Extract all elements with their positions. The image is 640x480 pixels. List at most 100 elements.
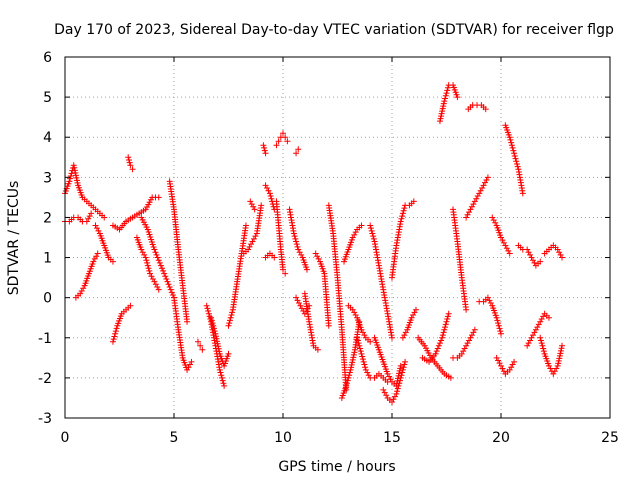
data-point	[361, 332, 368, 339]
data-point	[345, 374, 352, 381]
series-arc-50	[524, 310, 552, 349]
data-point	[78, 287, 85, 294]
data-point	[358, 350, 365, 357]
series-arc-10	[166, 178, 191, 325]
data-point	[169, 291, 176, 298]
data-point	[458, 350, 465, 357]
series-arc-24	[286, 206, 310, 273]
data-point	[506, 250, 513, 257]
data-point	[197, 342, 204, 349]
series-arc-12	[194, 338, 206, 353]
series-arc-41	[450, 206, 470, 313]
data-point	[358, 222, 365, 229]
data-point	[482, 106, 489, 113]
data-point	[312, 250, 319, 257]
data-point	[498, 330, 504, 337]
series-arc-22	[273, 130, 291, 149]
data-point	[303, 266, 310, 273]
data-point	[66, 178, 73, 185]
data-point	[365, 372, 372, 379]
data-point	[400, 207, 407, 214]
data-point	[146, 231, 153, 238]
data-point	[439, 332, 446, 339]
y-tick-label: -2	[38, 371, 52, 387]
data-point	[268, 195, 275, 202]
data-point	[221, 382, 228, 389]
data-point	[125, 154, 132, 161]
x-tick-label: 15	[383, 430, 401, 446]
data-point	[394, 385, 401, 392]
data-point	[90, 258, 97, 265]
data-point	[265, 187, 272, 194]
data-point	[357, 348, 364, 355]
data-point	[443, 90, 450, 97]
data-point	[205, 308, 212, 315]
data-point	[295, 246, 302, 253]
series-arc-47	[502, 122, 526, 197]
data-point	[248, 201, 255, 208]
data-point	[271, 254, 278, 261]
data-point	[495, 320, 502, 327]
data-point	[149, 275, 156, 282]
data-point	[442, 95, 449, 102]
data-point	[531, 329, 538, 336]
series-arc-31	[354, 334, 391, 385]
data-point	[315, 255, 322, 262]
data-point	[214, 338, 221, 345]
data-point	[442, 324, 449, 331]
data-point	[112, 328, 119, 335]
series-arc-05	[109, 302, 134, 345]
data-point	[347, 366, 354, 373]
data-point	[539, 342, 546, 349]
series-arc-08	[138, 214, 177, 301]
data-point	[486, 297, 493, 304]
data-point	[527, 337, 534, 344]
data-point	[358, 326, 365, 333]
x-tick-label: 5	[170, 430, 179, 446]
data-point	[525, 340, 532, 347]
data-point	[141, 251, 148, 258]
data-point	[143, 257, 150, 264]
data-point	[350, 351, 357, 358]
data-point	[258, 202, 265, 209]
chart-title: Day 170 of 2023, Sidereal Day-to-day VTE…	[54, 22, 614, 38]
data-point	[529, 257, 536, 264]
data-point	[349, 359, 356, 366]
data-point	[284, 138, 291, 145]
data-point	[554, 246, 561, 253]
data-point	[496, 360, 503, 367]
data-point	[325, 322, 332, 329]
series-arc-52	[541, 242, 566, 261]
data-point	[556, 355, 563, 362]
data-point	[432, 350, 439, 357]
data-point	[225, 322, 232, 329]
data-point	[399, 213, 406, 220]
data-point	[402, 329, 409, 336]
series-arc-04	[92, 222, 116, 265]
data-point	[110, 336, 117, 343]
data-point	[245, 246, 252, 253]
data-point	[273, 142, 280, 149]
data-point	[467, 206, 474, 213]
data-point	[506, 366, 513, 373]
data-point	[483, 177, 490, 184]
data-point	[355, 340, 362, 347]
y-tick-label: 4	[43, 130, 52, 146]
data-point	[349, 306, 356, 313]
data-point	[220, 380, 227, 387]
data-point	[350, 354, 357, 361]
data-point	[439, 108, 446, 115]
data-point	[511, 152, 518, 159]
data-point	[85, 215, 92, 222]
data-point	[447, 374, 454, 381]
data-point	[397, 218, 404, 225]
data-point	[348, 361, 355, 368]
series-arc-20	[262, 250, 278, 261]
data-point	[460, 348, 467, 355]
data-point	[290, 230, 297, 237]
data-point	[216, 348, 223, 355]
data-point	[93, 225, 100, 232]
data-point	[261, 144, 268, 151]
series-arc-16	[240, 202, 265, 257]
